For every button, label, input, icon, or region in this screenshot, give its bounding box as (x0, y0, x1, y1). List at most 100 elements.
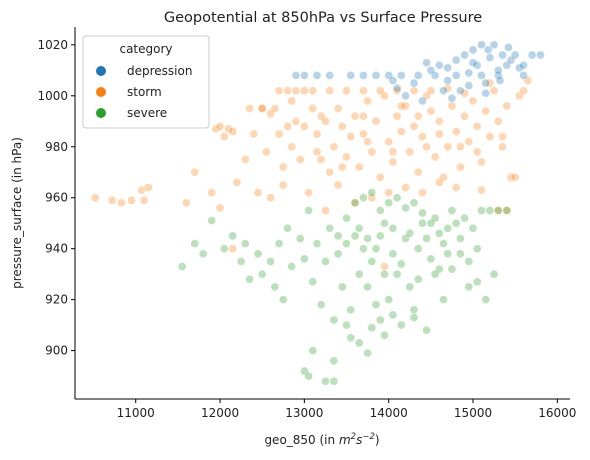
data-point-severe (380, 218, 389, 228)
data-point-severe (468, 224, 478, 233)
data-point-depression (498, 50, 507, 60)
data-point-storm (215, 203, 225, 213)
data-point-storm (291, 117, 301, 126)
legend: category depression storm severe (82, 35, 210, 129)
data-point-storm (127, 196, 136, 205)
data-point-storm (266, 193, 275, 202)
data-point-depression (401, 91, 410, 101)
data-point-storm (384, 188, 394, 197)
data-point-severe (283, 224, 292, 233)
data-point-storm (359, 129, 368, 139)
data-point-severe (405, 282, 415, 292)
data-point-storm (422, 142, 431, 152)
y-tick-label: 940 (45, 242, 68, 256)
data-point-storm (451, 183, 461, 192)
data-point-storm (447, 101, 457, 111)
data-point-severe (295, 234, 305, 243)
data-point-depression (430, 71, 440, 80)
x-tick-label: 15000 (454, 406, 492, 420)
data-point-storm (342, 86, 351, 95)
data-point-depression (472, 60, 482, 70)
data-point-severe (489, 269, 499, 279)
data-points-layer (90, 40, 545, 386)
data-point-storm (291, 86, 301, 95)
data-point-storm (283, 122, 292, 131)
data-point-storm (418, 188, 427, 197)
data-point-storm (502, 101, 512, 111)
data-point-severe (401, 203, 410, 213)
data-point-storm (90, 193, 100, 202)
legend-label-depression: depression (127, 64, 192, 78)
x-tick-label: 14000 (370, 406, 408, 420)
data-point-storm (321, 206, 330, 215)
data-point-depression (291, 71, 301, 80)
data-point-storm (274, 129, 284, 139)
data-point-storm (262, 147, 271, 157)
data-point-storm (232, 178, 242, 187)
data-point-severe (464, 257, 474, 266)
data-point-storm (363, 137, 372, 146)
data-point-severe (342, 213, 351, 223)
data-point-depression (434, 60, 444, 70)
data-point-depression (483, 45, 493, 55)
data-point-storm (224, 124, 233, 134)
data-point-storm (283, 86, 292, 95)
data-point-storm (300, 86, 309, 95)
data-point-severe (460, 213, 469, 223)
data-point-depression (485, 53, 495, 62)
data-point-storm (215, 122, 225, 131)
data-point-storm (228, 244, 237, 253)
data-point-storm (485, 132, 495, 141)
data-point-severe (253, 249, 263, 259)
data-point-storm (384, 137, 394, 146)
data-point-severe (447, 264, 457, 274)
data-point-storm (460, 111, 469, 121)
data-point-depression (481, 88, 491, 98)
data-point-storm (498, 132, 507, 141)
data-point-storm (274, 86, 284, 95)
data-point-storm (295, 155, 305, 164)
data-point-severe (472, 277, 482, 287)
data-point-depression (312, 71, 322, 80)
data-point-storm (396, 101, 406, 111)
data-point-storm (325, 86, 335, 95)
data-point-depression (504, 43, 513, 52)
data-point-storm (434, 178, 444, 187)
data-point-storm (354, 162, 364, 172)
data-point-depression (527, 50, 537, 60)
legend-title: category (119, 42, 172, 56)
data-point-depression (422, 58, 431, 68)
data-point-severe (354, 338, 364, 348)
legend-label-storm: storm (127, 85, 162, 99)
y-axis-label: pressure_surface (in hPa) (10, 137, 24, 289)
data-point-depression (468, 58, 478, 68)
data-point-storm (371, 117, 381, 126)
data-point-severe (333, 249, 343, 259)
data-point-depression (464, 81, 474, 90)
data-point-depression (519, 60, 528, 70)
data-point-severe (422, 234, 431, 243)
data-point-storm (367, 147, 377, 157)
data-point-storm (308, 86, 318, 95)
data-point-storm (337, 162, 347, 172)
data-point-severe (367, 323, 377, 333)
data-point-severe (198, 249, 208, 259)
data-point-depression (443, 76, 453, 85)
data-point-severe (409, 305, 419, 315)
data-point-severe (354, 224, 364, 233)
data-point-severe (422, 325, 431, 335)
y-tick-label: 1020 (37, 38, 68, 52)
data-point-storm (300, 122, 309, 131)
data-point-storm (380, 262, 389, 271)
data-point-depression (536, 50, 545, 60)
data-point-depression (371, 71, 381, 80)
data-point-severe (434, 229, 444, 238)
data-point-storm (472, 122, 482, 131)
data-point-severe (443, 224, 453, 233)
data-point-severe (409, 198, 419, 208)
data-point-severe (485, 206, 495, 215)
data-point-severe (375, 206, 385, 215)
data-point-storm (316, 111, 326, 121)
data-point-severe (287, 262, 297, 271)
data-point-storm (498, 142, 507, 152)
